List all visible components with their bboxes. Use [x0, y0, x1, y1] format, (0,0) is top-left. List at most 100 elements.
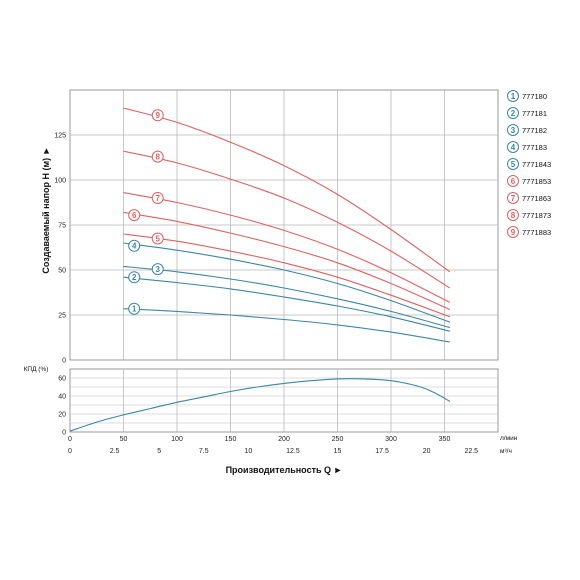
- x-tick-label-lmin: 200: [278, 436, 290, 443]
- curve-marker-circle: [151, 109, 164, 122]
- x-tick-label-lmin: 100: [171, 436, 183, 443]
- curve-marker-circle: [128, 271, 141, 284]
- x-tick-label-m3h: 15: [334, 448, 342, 455]
- head-curve-777181: [123, 276, 450, 332]
- efficiency-y-tick-label: 40: [58, 394, 66, 401]
- legend-item-5: 5 7771843: [507, 158, 551, 170]
- legend-marker-number: 6: [511, 177, 516, 186]
- efficiency-panel: 0 20 40 60: [58, 368, 499, 437]
- x-tick-label-m3h: 0: [68, 448, 72, 455]
- legend-label: 7771873: [522, 211, 551, 220]
- curve-marker-number: 6: [132, 211, 137, 220]
- curve-marker-circle: [128, 209, 141, 222]
- legend-marker-number: 5: [511, 160, 516, 169]
- curve-marker-circle: [128, 239, 141, 252]
- head-curve-777182: [123, 265, 450, 329]
- head-curve-7771843: [123, 233, 451, 318]
- head-curve-7771863: [123, 192, 451, 303]
- curve-marker-number: 7: [156, 194, 161, 203]
- efficiency-y-tick-label: 60: [58, 376, 66, 383]
- curve-marker-6: 6: [128, 209, 141, 222]
- curve-marker-5: 5: [151, 232, 164, 245]
- legend-label: 777180: [522, 92, 547, 101]
- x-tick-label-m3h: 12.5: [286, 448, 300, 455]
- curve-marker-number: 5: [156, 234, 161, 243]
- head-y-tick-label: 75: [58, 223, 66, 230]
- head-curve-7771873: [123, 150, 451, 289]
- head-curve-7771853: [123, 211, 451, 311]
- curve-marker-number: 8: [156, 152, 161, 161]
- legend-marker-circle: [507, 124, 519, 136]
- legend-label: 777181: [522, 109, 547, 118]
- head-y-tick-label: 0: [62, 358, 66, 365]
- legend-label: 777183: [522, 143, 547, 152]
- legend-label: 777182: [522, 126, 547, 135]
- head-y-tick-label: 100: [54, 178, 66, 185]
- legend-item-9: 9 7771883: [507, 226, 551, 238]
- efficiency-y-tick-label: 20: [58, 412, 66, 419]
- x-tick-label-lmin: 250: [332, 436, 344, 443]
- head-y-tick-label: 25: [58, 313, 66, 320]
- head-y-tick-label: 125: [54, 133, 66, 140]
- head-curve-777183: [123, 242, 451, 323]
- head-curve-777180: [123, 308, 450, 343]
- legend-item-2: 2 777181: [507, 107, 547, 119]
- x-tick-label-m3h: 22.5: [464, 448, 478, 455]
- legend-marker-circle: [507, 90, 519, 102]
- efficiency-curve: [69, 378, 451, 432]
- efficiency-y-tick-label: 0: [62, 430, 66, 437]
- legend-marker-circle: [507, 107, 519, 119]
- legend-item-3: 3 777182: [507, 124, 547, 136]
- legend-marker-number: 4: [511, 143, 516, 152]
- x-unit-lmin: л/мин: [500, 435, 518, 442]
- legend-marker-circle: [507, 226, 519, 238]
- legend-marker-number: 1: [511, 92, 516, 101]
- x-tick-label-m3h: 5: [157, 448, 161, 455]
- x-tick-label-m3h: 17.5: [375, 448, 389, 455]
- legend-label: 7771883: [522, 228, 551, 237]
- curve-marker-number: 3: [156, 265, 161, 274]
- head-curve-7771883: [123, 107, 451, 273]
- efficiency-axis-title: КПД (%): [24, 366, 49, 373]
- head-axis-title: Создаваемый напор H (м) ►: [41, 146, 51, 273]
- legend-item-8: 8 7771873: [507, 209, 551, 221]
- legend-marker-number: 7: [511, 194, 516, 203]
- legend-item-6: 6 7771853: [507, 175, 551, 187]
- head-y-tick-label: 50: [58, 268, 66, 275]
- x-axis-title: Производительность Q ►: [226, 465, 343, 475]
- curve-marker-circle: [151, 192, 164, 204]
- curve-marker-circle: [151, 263, 164, 276]
- legend-marker-circle: [507, 158, 519, 170]
- legend-label: 7771853: [522, 177, 551, 186]
- curve-marker-4: 4: [128, 239, 141, 252]
- x-tick-label-m3h: 20: [423, 448, 431, 455]
- legend-marker-circle: [507, 141, 519, 153]
- legend-label: 7771843: [522, 160, 551, 169]
- legend-marker-circle: [507, 209, 519, 221]
- curve-marker-1: 1: [128, 302, 141, 315]
- curve-marker-2: 2: [128, 271, 141, 284]
- x-tick-label-lmin: 0: [68, 436, 72, 443]
- bottom-axes: 0 50 100 150 200 250 300 350 л/мин 0 2.5 5 7.5 10 12.5…: [68, 435, 518, 455]
- legend-marker-number: 8: [511, 211, 516, 220]
- curve-marker-7: 7: [151, 192, 164, 204]
- x-tick-label-lmin: 300: [385, 436, 397, 443]
- curve-marker-number: 4: [132, 242, 137, 251]
- legend-marker-number: 9: [511, 228, 516, 237]
- curve-marker-number: 1: [132, 305, 137, 314]
- curve-marker-circle: [151, 232, 164, 245]
- head-panel: 0 25 50 75 100 125 1 2 3 4 5 6 7 8 9: [54, 89, 499, 365]
- legend-item-4: 4 777183: [507, 141, 547, 153]
- legend-item-7: 7 7771863: [507, 192, 551, 204]
- legend-item-1: 1 777180: [507, 90, 547, 102]
- x-unit-m3h: м³/ч: [500, 448, 512, 455]
- curve-marker-circle: [151, 150, 164, 163]
- curve-marker-9: 9: [151, 109, 164, 122]
- x-tick-label-lmin: 350: [439, 436, 451, 443]
- x-tick-label-m3h: 2.5: [110, 448, 120, 455]
- x-tick-label-m3h: 10: [244, 448, 252, 455]
- x-tick-label-lmin: 50: [120, 436, 128, 443]
- x-tick-label-m3h: 7.5: [199, 448, 209, 455]
